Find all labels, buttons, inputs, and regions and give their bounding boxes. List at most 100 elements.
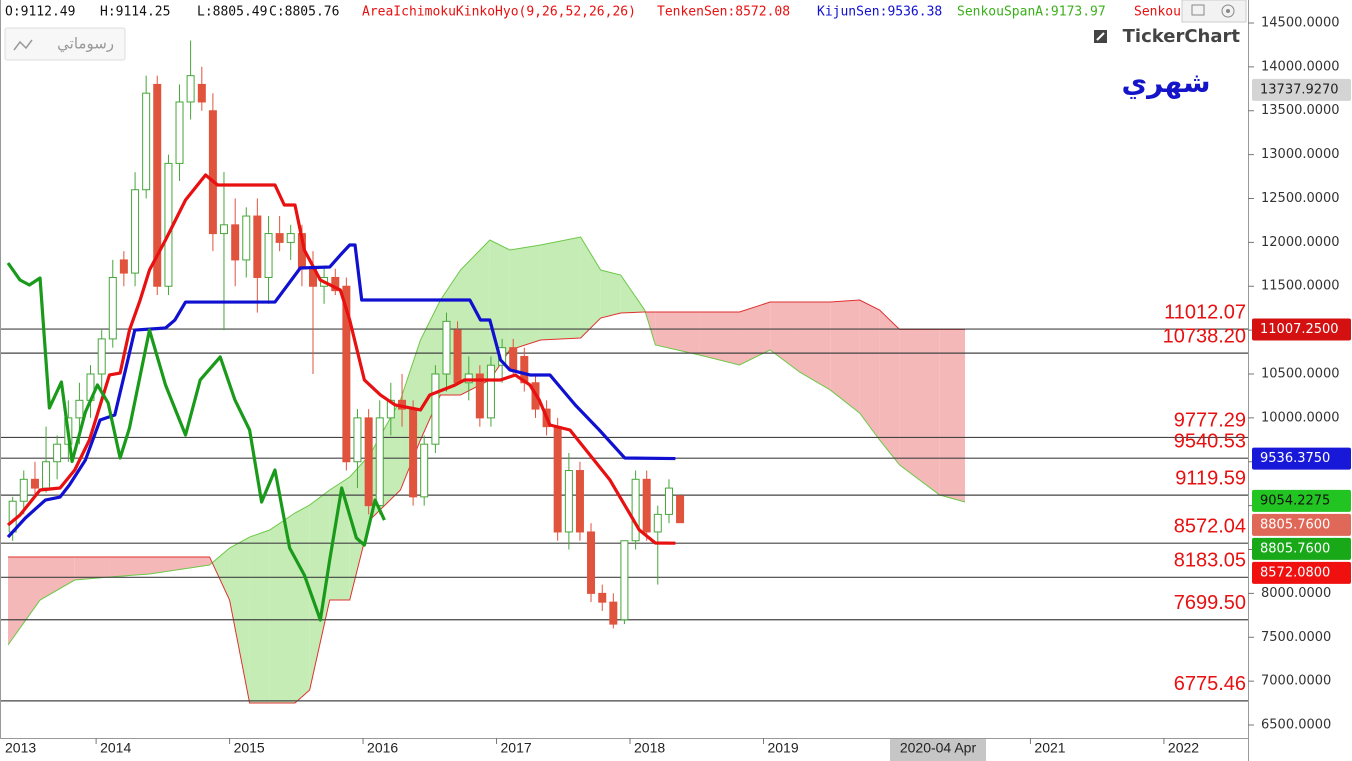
price-badge xyxy=(1252,489,1351,512)
logo: TickerChart xyxy=(1123,26,1241,47)
candle-body xyxy=(587,531,596,594)
indicator-line xyxy=(6,173,676,545)
candle-body xyxy=(108,276,117,340)
level-label: 8183.05 xyxy=(1174,550,1246,572)
candle-body xyxy=(609,601,618,625)
candle-body xyxy=(231,224,240,261)
candle-body xyxy=(175,101,184,164)
candle-body xyxy=(564,470,573,533)
candle-body xyxy=(509,347,518,371)
cloud-segment xyxy=(249,530,270,703)
cloud-segment xyxy=(149,556,210,574)
drawings-icon xyxy=(13,39,33,51)
candle-body xyxy=(486,364,495,419)
x-tick-label: 2018 xyxy=(634,740,665,756)
price-badge-label: 11007.2500 xyxy=(1260,322,1339,337)
x-tick-label: 2014 xyxy=(100,740,131,756)
y-tick-label: 11500.0000 xyxy=(1261,279,1340,294)
period-label: شهري xyxy=(1121,66,1210,99)
y-tick-label: 13000.0000 xyxy=(1261,147,1340,162)
legend-item: TenkenSen:8572.08 xyxy=(657,5,790,20)
cloud-segment xyxy=(859,300,880,440)
cloud-segment xyxy=(329,477,350,601)
price-badge-label: 13737.9270 xyxy=(1260,82,1339,97)
level-label: 7699.50 xyxy=(1174,592,1246,614)
level-label: 11012.07 xyxy=(1164,301,1246,323)
candle-body xyxy=(353,417,362,463)
candle-body xyxy=(453,329,462,384)
cloud-segment xyxy=(212,548,230,601)
crosshair-label: 2020-04 Apr xyxy=(900,740,977,756)
candle-body xyxy=(97,338,106,375)
y-tick-label: 7000.0000 xyxy=(1261,674,1331,689)
cloud-segment xyxy=(509,245,541,350)
y-tick-label: 12000.0000 xyxy=(1261,235,1340,250)
candle-body xyxy=(664,487,673,515)
y-tick-label: 8000.0000 xyxy=(1261,586,1331,601)
indicator-name: AreaIchimokuKinkoHyo(9,26,52,26,26) xyxy=(362,5,636,20)
candle-body xyxy=(119,259,128,274)
candle-body xyxy=(475,373,484,419)
legend-item: KijunSen:9536.38 xyxy=(817,5,942,20)
level-label: 8572.04 xyxy=(1174,515,1246,537)
candle-body xyxy=(153,83,162,287)
legend-item: Senkou xyxy=(1134,5,1181,20)
y-tick-label: 14000.0000 xyxy=(1261,59,1340,74)
y-tick-label: 10500.0000 xyxy=(1261,367,1340,382)
level-label: 9119.59 xyxy=(1175,467,1246,489)
candle-body xyxy=(186,75,195,103)
x-tick-label: 2016 xyxy=(367,740,398,756)
price-badge xyxy=(1252,318,1351,341)
cloud-segment xyxy=(309,490,330,690)
senkou-span-a xyxy=(7,236,966,646)
x-tick-label: 2021 xyxy=(1034,740,1065,756)
cloud-segment xyxy=(8,556,41,645)
indicator-line xyxy=(6,243,676,539)
candle-body xyxy=(131,189,140,274)
cloud-segment xyxy=(799,302,831,390)
price-badge xyxy=(1252,447,1351,470)
drawings-label: رسوماتي xyxy=(57,35,114,54)
overlay: O:9112.49 H:9114.25 L:8805.49 C:8805.76 Area… xyxy=(4,0,1247,99)
price-badge xyxy=(1252,537,1351,560)
crosshair-label-box xyxy=(890,739,986,761)
cloud-segment xyxy=(74,556,110,581)
x-tick-label: 2022 xyxy=(1168,740,1199,756)
candle-body xyxy=(286,233,295,243)
senkou-span-b xyxy=(8,299,966,704)
cloud-segment xyxy=(699,311,740,365)
candle-body xyxy=(164,162,173,287)
level-label: 9777.29 xyxy=(1174,410,1246,432)
cloud-segment xyxy=(879,310,900,466)
candle-body xyxy=(219,224,228,235)
cloud-segment xyxy=(739,302,771,365)
candle-body xyxy=(342,285,351,463)
candle-body xyxy=(442,320,451,375)
legend-item: SenkouSpanA:9173.97 xyxy=(957,5,1106,20)
cloud-segment xyxy=(540,237,581,341)
settings-button[interactable] xyxy=(1221,4,1235,18)
candle-body xyxy=(253,215,262,278)
candle-body xyxy=(242,215,251,261)
candle-body xyxy=(264,233,273,278)
level-label: 10738.20 xyxy=(1163,325,1246,347)
candle-body xyxy=(208,110,217,235)
maximize-button[interactable] xyxy=(1191,4,1205,16)
indicator-line xyxy=(6,262,386,622)
level-label: 6775.46 xyxy=(1174,673,1246,695)
ohlc-value: H:9114.25 xyxy=(100,5,170,20)
candle-body xyxy=(409,408,418,498)
price-badge xyxy=(1252,561,1351,584)
cloud-segment xyxy=(600,270,621,319)
x-tick-label: 2019 xyxy=(767,740,798,756)
candle-body xyxy=(642,478,651,533)
drawings-button[interactable] xyxy=(4,27,126,61)
cloud-segment xyxy=(655,311,700,355)
y-tick-label: 7500.0000 xyxy=(1261,630,1331,645)
cloud-segment xyxy=(489,240,510,380)
candle-body xyxy=(553,426,562,533)
settings-button-dot xyxy=(1226,9,1230,13)
candle-body xyxy=(42,461,51,489)
price-badge-label: 8805.7600 xyxy=(1260,541,1330,556)
